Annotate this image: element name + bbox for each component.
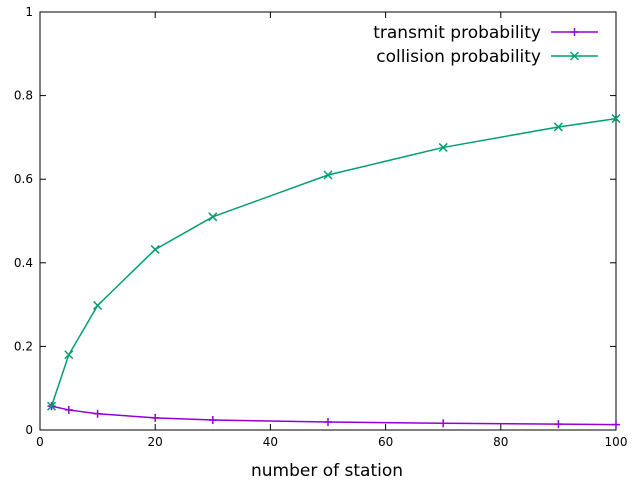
cross-marker [93,300,103,310]
cross-marker [438,142,448,152]
series-1 [46,114,621,411]
data-point [151,413,160,422]
x-tick-label: 60 [378,435,393,449]
data-point [93,300,103,310]
plus-marker [64,405,73,414]
axis-ticks [39,11,617,431]
series-line [50,117,617,407]
y-tick-label: 0 [25,423,33,437]
legend-entry: collision probability [376,47,598,67]
series-0 [47,402,620,429]
data-point [208,415,217,424]
data-point [611,114,621,124]
data-point [553,122,563,132]
series-layer [46,114,621,429]
cross-marker [323,170,333,180]
data-point [208,212,218,222]
data-point [46,401,57,411]
y-tick-label: 0.8 [14,89,33,103]
plus-marker [324,418,332,427]
legend: transmit probability collision probabilit… [373,23,598,67]
cross-marker [46,401,57,411]
cross-marker [569,51,580,61]
series-line [51,405,617,426]
data-point [612,420,620,429]
y-tick-label: 0.4 [14,256,33,270]
data-point [439,419,448,428]
x-tick-label: 20 [148,435,163,449]
data-point [554,420,563,429]
y-tick-label: 0.2 [14,339,33,353]
data-point [93,409,102,418]
data-point [64,405,73,414]
data-point [323,170,333,180]
plus-marker [93,409,102,418]
plus-marker [554,420,563,429]
legend-entry: transmit probability [373,23,598,43]
x-tick-label: 80 [493,435,508,449]
cross-marker [553,122,563,132]
axis-tick-labels: 0 20 40 60 80 100 0 0.2 0.4 0.6 0.8 1 [14,5,628,449]
cross-marker [64,350,74,360]
y-tick-label: 0.6 [14,172,33,186]
y-tick-label: 1 [25,5,33,19]
data-point [324,418,332,427]
plus-marker [439,419,448,428]
x-tick-label: 100 [605,435,628,449]
data-point [438,142,448,152]
legend-label: transmit probability [373,23,541,43]
cross-marker [208,212,218,222]
data-point [64,350,74,360]
plus-marker [570,28,579,36]
x-tick-label: 40 [263,435,278,449]
x-axis-label: number of station [251,461,403,480]
plus-marker [151,413,160,422]
x-tick-label: 0 [36,435,44,449]
plus-marker [208,415,217,424]
cross-marker [150,244,160,254]
cross-marker [611,114,621,124]
legend-label: collision probability [376,47,541,67]
plus-marker [612,420,620,429]
data-point [150,244,160,254]
plot-frame [39,11,617,431]
